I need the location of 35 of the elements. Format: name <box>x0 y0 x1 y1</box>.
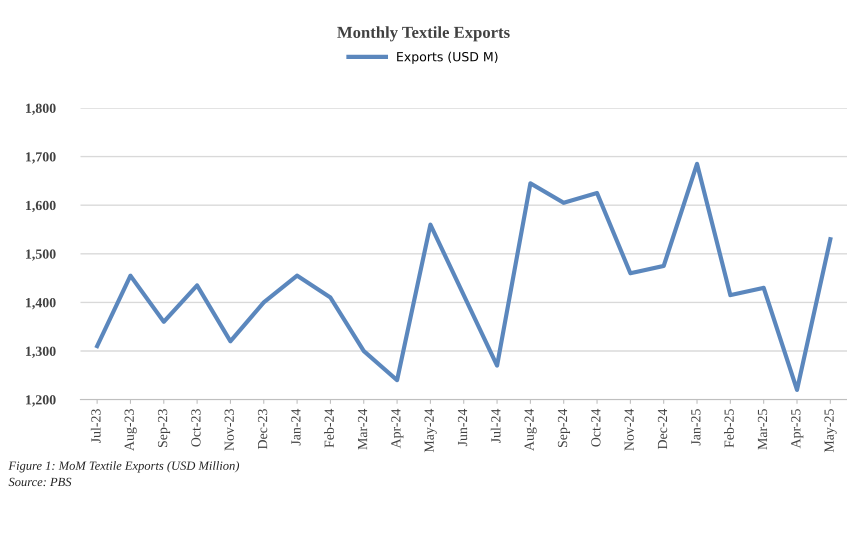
x-tick-label: Nov-24 <box>624 408 634 451</box>
x-tick-label: Mar-24 <box>358 408 368 450</box>
x-tick-label: Jul-24 <box>490 408 501 444</box>
x-tick-label: Sep-24 <box>558 408 570 448</box>
x-tick-label: Oct-23 <box>191 409 201 447</box>
x-tick-label: Oct-24 <box>591 408 601 447</box>
x-tick-label: Dec-23 <box>258 409 268 450</box>
y-tick-label: 1,500 <box>26 249 56 261</box>
y-tick-label: 1,700 <box>26 152 56 164</box>
caption: Figure 1: MoM Textile Exports (USD Million) <box>8 461 240 472</box>
y-tick-label: 1,200 <box>26 395 56 407</box>
source-note: Source: PBS <box>8 478 72 486</box>
legend-label: Exports (USD M) <box>397 52 498 64</box>
x-tick-label: Jan-25 <box>691 409 700 446</box>
y-tick-label: 1,800 <box>26 104 56 115</box>
x-tick-label: Jul-23 <box>90 409 101 444</box>
x-tick-label: May-24 <box>424 408 437 452</box>
y-tick-label: 1,600 <box>26 200 56 212</box>
x-tick-label: May-25 <box>824 409 837 452</box>
x-tick-label: Jun-24 <box>458 408 468 446</box>
y-tick-label: 1,400 <box>26 298 56 310</box>
x-tick-label: Aug-23 <box>124 409 137 451</box>
line-series <box>95 162 832 392</box>
x-tick-label: Mar-25 <box>758 409 768 450</box>
x-tick-label: Jan-24 <box>291 408 301 446</box>
x-tick-label: Feb-25 <box>724 409 734 448</box>
x-tick-label: Sep-23 <box>158 409 170 448</box>
x-tick-label: Feb-24 <box>324 408 334 448</box>
x-tick-label: Aug-24 <box>524 408 537 451</box>
x-tick-label: Nov-23 <box>224 409 234 451</box>
x-tick-label: Apr-25 <box>791 409 804 448</box>
x-tick-label: Dec-24 <box>658 408 668 450</box>
chart-title: Monthly Textile Exports <box>337 26 510 42</box>
x-tick-label: Apr-24 <box>391 408 404 448</box>
y-tick-label: 1,300 <box>26 346 56 358</box>
